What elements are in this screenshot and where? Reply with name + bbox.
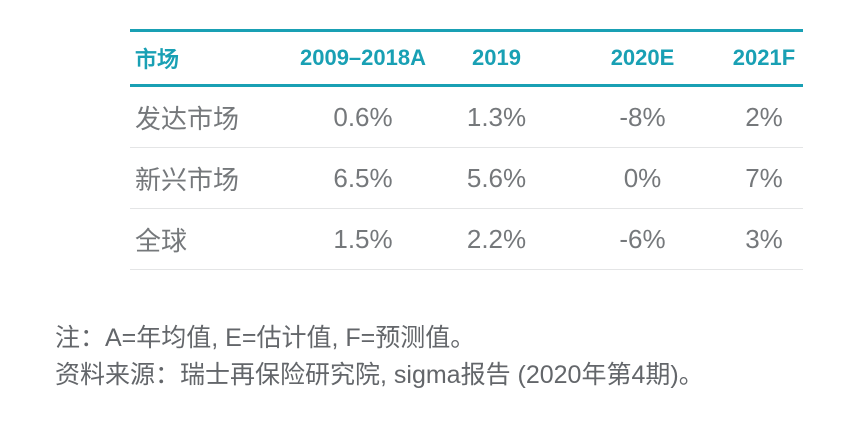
cell-developed-2021f: 2% (725, 85, 803, 148)
table-header-row: 市场 2009–2018A 2019 2020E 2021F (130, 29, 803, 87)
cell-global-2020e: -6% (560, 208, 725, 270)
footnotes: 注：A=年均值, E=估计值, F=预测值。 资料来源：瑞士再保险研究院, si… (55, 320, 704, 394)
cell-emerging-2021f: 7% (725, 147, 803, 209)
column-header-market: 市场 (130, 29, 293, 87)
cell-emerging-2019: 5.6% (433, 147, 560, 209)
cell-developed-2009-2018a: 0.6% (293, 85, 433, 148)
source-line: 资料来源：瑞士再保险研究院, sigma报告 (2020年第4期)。 (55, 361, 704, 389)
table-row-global: 全球 1.5% 2.2% -6% 3% (130, 208, 803, 270)
cell-global-2009-2018a: 1.5% (293, 208, 433, 270)
note-line: 注：A=年均值, E=估计值, F=预测值。 (55, 324, 476, 352)
cell-global-2019: 2.2% (433, 208, 560, 270)
column-header-2019: 2019 (433, 29, 560, 87)
row-label-global: 全球 (130, 208, 293, 270)
table-row-developed-markets: 发达市场 0.6% 1.3% -8% 2% (130, 85, 803, 148)
cell-developed-2020e: -8% (560, 85, 725, 148)
table-row-emerging-markets: 新兴市场 6.5% 5.6% 0% 7% (130, 147, 803, 209)
market-growth-table: 市场 2009–2018A 2019 2020E 2021F 发达市场 0.6%… (130, 29, 803, 270)
cell-emerging-2009-2018a: 6.5% (293, 147, 433, 209)
growth-table-figure: 市场 2009–2018A 2019 2020E 2021F 发达市场 0.6%… (130, 29, 803, 270)
row-label-emerging-markets: 新兴市场 (130, 147, 293, 209)
column-header-2021f: 2021F (725, 29, 803, 87)
column-header-2009-2018a: 2009–2018A (293, 29, 433, 87)
cell-emerging-2020e: 0% (560, 147, 725, 209)
cell-global-2021f: 3% (725, 208, 803, 270)
row-label-developed-markets: 发达市场 (130, 85, 293, 148)
column-header-2020e: 2020E (560, 29, 725, 87)
cell-developed-2019: 1.3% (433, 85, 560, 148)
